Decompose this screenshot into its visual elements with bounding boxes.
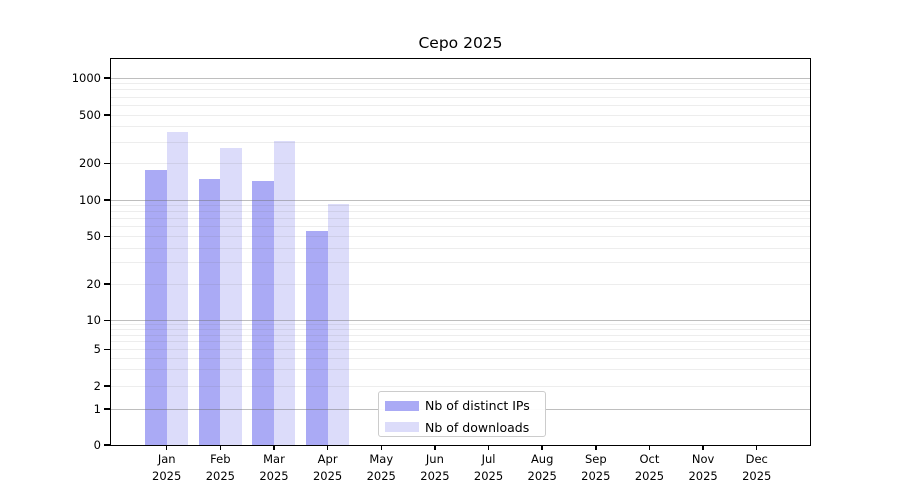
bar-downloads (273, 140, 296, 445)
y-tick-label: 500 (79, 107, 101, 122)
x-tick-label-jun: Jun 2025 (420, 452, 450, 483)
y-gridline-minor (111, 226, 810, 228)
y-gridline-minor (111, 341, 810, 343)
y-tick-mark (104, 114, 110, 116)
legend-row-distinct-ips: Nb of distinct IPs (379, 396, 545, 415)
x-tick-label-oct: Oct 2025 (634, 452, 665, 483)
x-tick-mark (541, 445, 543, 450)
x-tick-label-dec: Dec 2025 (742, 452, 772, 483)
y-tick-label: 20 (86, 276, 101, 291)
y-tick-mark (104, 162, 110, 165)
x-tick-mark (487, 445, 490, 450)
y-gridline-minor (111, 218, 810, 220)
y-gridline-minor (111, 385, 810, 387)
y-gridline-minor (111, 163, 810, 164)
legend: Nb of distinct IPs Nb of downloads (378, 391, 546, 437)
x-tick-label-mar: Mar 2025 (259, 452, 289, 483)
bar-downloads (166, 131, 189, 445)
y-tick-mark (104, 235, 110, 238)
y-gridline-minor (111, 324, 810, 326)
x-tick-label-jul: Jul 2025 (473, 452, 504, 483)
bar-distinct-ips (198, 179, 221, 445)
y-gridline-minor (111, 349, 810, 350)
y-gridline-minor (111, 141, 810, 143)
x-tick-label-may: May 2025 (366, 452, 396, 483)
y-tick-label: 0 (93, 437, 101, 452)
y-gridline-minor (111, 262, 810, 264)
y-gridline-minor (111, 211, 810, 213)
legend-swatch-downloads (385, 422, 419, 432)
bar-downloads (327, 203, 350, 445)
y-tick-mark (104, 77, 110, 79)
bar-downloads (220, 148, 242, 445)
y-tick-label: 100 (79, 192, 101, 207)
legend-label-downloads: Nb of downloads (425, 419, 530, 435)
y-tick-label: 10 (86, 313, 101, 327)
y-gridline-minor (111, 126, 810, 128)
x-tick-mark (595, 445, 597, 450)
y-gridline-major (111, 199, 810, 201)
x-tick-label-apr: Apr 2025 (312, 452, 343, 483)
y-tick-mark (104, 199, 110, 201)
y-gridline-minor (111, 357, 810, 359)
bar-distinct-ips (145, 170, 167, 445)
y-tick-mark (104, 319, 110, 322)
legend-swatch-distinct-ips (385, 400, 419, 411)
y-gridline-minor (111, 283, 810, 285)
y-tick-label: 1000 (71, 70, 101, 85)
y-gridline-minor (111, 83, 810, 85)
y-tick-mark (104, 283, 110, 285)
x-tick-mark (165, 445, 168, 450)
y-gridline-minor (111, 89, 810, 91)
y-gridline-major (111, 77, 810, 79)
y-gridline-minor (111, 369, 810, 371)
bar-distinct-ips (252, 180, 274, 445)
y-tick-label: 5 (93, 342, 101, 356)
y-gridline-minor (111, 114, 810, 116)
x-tick-mark (326, 445, 329, 450)
y-tick-label: 2 (93, 378, 101, 393)
y-gridline-minor (111, 334, 810, 336)
y-tick-label: 1 (93, 401, 101, 416)
x-tick-label-sep: Sep 2025 (581, 452, 611, 483)
x-tick-mark (755, 445, 758, 450)
y-tick-label: 50 (86, 229, 101, 243)
x-tick-mark (702, 445, 704, 450)
x-tick-label-aug: Aug 2025 (527, 452, 557, 483)
x-tick-label-feb: Feb 2025 (205, 452, 235, 483)
y-gridline-major (111, 320, 810, 321)
y-gridline-minor (111, 104, 810, 106)
chart-title: Cepo 2025 (418, 34, 503, 52)
y-tick-mark (104, 408, 110, 410)
y-gridline-minor (111, 247, 810, 249)
x-tick-mark (434, 445, 436, 450)
x-tick-label-jan: Jan 2025 (152, 452, 182, 483)
bar-distinct-ips (306, 231, 328, 445)
legend-label-distinct-ips: Nb of distinct IPs (425, 398, 530, 413)
y-tick-mark (104, 385, 110, 387)
x-tick-mark (380, 445, 382, 450)
x-tick-label-nov: Nov 2025 (688, 452, 718, 483)
legend-row-downloads: Nb of downloads (379, 418, 545, 437)
y-gridline-minor (111, 205, 810, 207)
y-gridline-minor (111, 329, 810, 331)
x-tick-mark (648, 445, 651, 450)
plot-area: 1000 500 200 100 50 20 10 5 2 1 0 Jan 2025 Feb 2025 Mar… (72, 58, 811, 483)
y-gridline-minor (111, 96, 810, 98)
y-tick-mark (104, 348, 110, 351)
y-tick-mark (104, 444, 110, 446)
x-tick-mark (273, 445, 275, 450)
x-tick-mark (219, 445, 222, 450)
y-gridline-minor (111, 236, 810, 237)
y-tick-label: 200 (79, 156, 101, 170)
